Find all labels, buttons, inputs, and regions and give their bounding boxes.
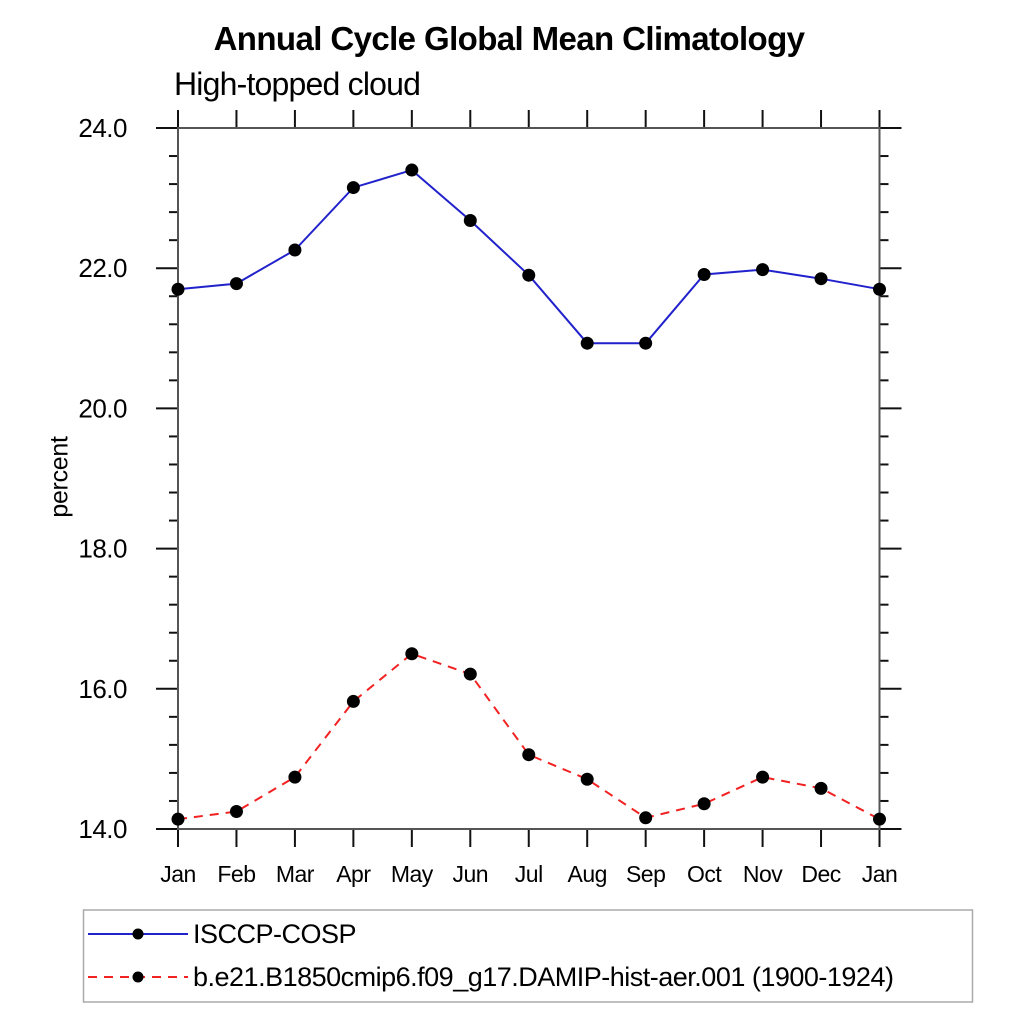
x-tick-label: May <box>391 861 434 887</box>
data-point-marker <box>639 811 653 825</box>
x-tick-label: Feb <box>217 861 255 887</box>
x-tick-label: Apr <box>336 861 371 887</box>
x-tick-label: Jul <box>515 861 543 887</box>
data-point-marker <box>288 243 302 257</box>
legend-box <box>82 909 974 1003</box>
data-point-marker <box>580 336 594 350</box>
legend-marker <box>132 971 144 983</box>
x-tick-label: Dec <box>801 861 840 887</box>
series-model <box>171 647 886 826</box>
y-tick-label: 22.0 <box>78 253 127 283</box>
legend-entry: ISCCP-COSP <box>88 919 357 949</box>
legend-entry: b.e21.B1850cmip6.f09_g17.DAMIP-hist-aer.… <box>88 962 894 992</box>
y-tick-label: 14.0 <box>78 814 127 844</box>
data-point-marker <box>346 694 360 708</box>
legend-label: b.e21.B1850cmip6.f09_g17.DAMIP-hist-aer.… <box>193 962 893 992</box>
data-point-marker <box>405 647 419 661</box>
y-tick-label: 20.0 <box>78 393 127 423</box>
legend-marker <box>132 928 144 940</box>
y-tick-label: 16.0 <box>78 674 127 704</box>
data-point-marker <box>814 272 828 286</box>
x-tick-label: Mar <box>276 861 315 887</box>
data-point-marker <box>756 263 770 277</box>
data-point-marker <box>522 748 536 762</box>
x-tick-label: Jan <box>862 861 898 887</box>
data-point-marker <box>814 781 828 795</box>
x-tick-label: Aug <box>567 861 606 887</box>
series-isccp-cosp <box>171 163 886 350</box>
data-point-marker <box>697 268 711 282</box>
data-point-marker <box>229 804 243 818</box>
legend: ISCCP-COSP b.e21.B1850cmip6.f09_g17.DAMIP… <box>82 909 974 1003</box>
data-point-marker <box>229 277 243 291</box>
data-point-marker <box>463 214 477 228</box>
series-line <box>177 652 880 821</box>
data-point-marker <box>873 812 886 826</box>
data-point-marker <box>346 181 360 195</box>
data-point-marker <box>639 336 653 350</box>
legend-label: ISCCP-COSP <box>193 919 356 949</box>
data-point-marker <box>288 770 302 784</box>
data-point-marker <box>697 797 711 811</box>
data-point-marker <box>873 282 886 296</box>
data-point-marker <box>522 268 536 282</box>
y-axis-minor-ticks <box>169 155 889 802</box>
x-tick-label: Sep <box>626 861 665 887</box>
x-axis-labels: Jan Feb Mar Apr May Jun Jul Aug Sep Oct Nov Dec Jan <box>160 861 898 887</box>
chart-title: Annual Cycle Global Mean Climatology <box>213 20 805 57</box>
data-point-marker <box>171 812 185 826</box>
data-point-marker <box>171 282 185 296</box>
x-tick-label: Nov <box>743 861 783 887</box>
data-point-marker <box>463 667 477 681</box>
series-line <box>177 168 880 345</box>
plot-frame <box>177 127 881 830</box>
x-tick-label: Jan <box>160 861 196 887</box>
y-tick-label: 24.0 <box>78 113 127 143</box>
y-tick-label: 18.0 <box>78 534 127 564</box>
x-tick-label: Oct <box>687 861 722 887</box>
data-point-marker <box>580 772 594 786</box>
y-axis-major-ticks <box>156 127 902 830</box>
x-tick-label: Jun <box>452 861 488 887</box>
y-axis-labels: 14.0 16.0 18.0 20.0 22.0 24.0 <box>78 113 127 844</box>
chart-subtitle: High-topped cloud <box>174 66 421 102</box>
data-point-marker <box>756 770 770 784</box>
x-axis-ticks <box>177 110 881 847</box>
data-point-marker <box>405 163 419 177</box>
